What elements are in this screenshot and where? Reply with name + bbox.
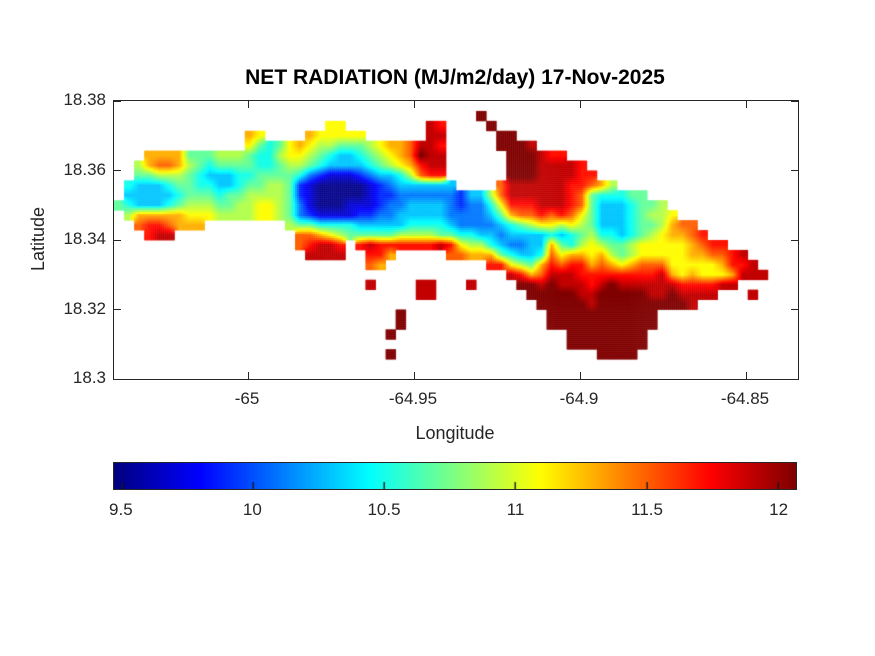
- x-tick-mark: [247, 101, 249, 108]
- x-tick-mark: [745, 101, 747, 108]
- y-tick-mark: [114, 170, 121, 171]
- x-tick-mark: [745, 372, 747, 379]
- colorbar-tick-label: 10.5: [367, 500, 401, 519]
- y-tick-mark: [791, 239, 798, 241]
- x-tick-label: -65: [234, 389, 260, 408]
- x-tick-mark: [247, 372, 249, 379]
- y-tick-label: 18.32: [63, 298, 106, 318]
- y-tick-mark: [114, 239, 121, 241]
- y-tick-mark: [791, 100, 798, 102]
- y-tick-mark: [114, 378, 121, 380]
- x-tick-mark: [413, 101, 415, 108]
- y-tick-mark: [791, 170, 798, 171]
- y-tick-label: 18.36: [63, 159, 106, 179]
- plot-title: NET RADIATION (MJ/m2/day) 17-Nov-2025: [245, 66, 665, 89]
- y-tick-mark: [114, 309, 121, 310]
- colorbar-gradient-canvas: [114, 463, 796, 489]
- x-tick-mark: [413, 372, 415, 379]
- colorbar-tick-label: 10: [242, 500, 262, 519]
- x-tick-label: -64.95: [388, 389, 438, 408]
- colorbar-tick-label: 11.5: [631, 500, 663, 519]
- y-tick-label: 18.34: [63, 229, 106, 248]
- x-tick-mark: [579, 101, 581, 108]
- y-tick-mark: [791, 378, 798, 380]
- y-tick-label: 18.3: [72, 368, 106, 387]
- axes-box: [113, 100, 799, 380]
- island-heatmap-canvas: [114, 101, 798, 379]
- y-tick-mark: [791, 309, 798, 310]
- x-tick-mark: [579, 372, 581, 379]
- y-tick-label: 18.38: [63, 90, 106, 109]
- colorbar-tick-label: 9.5: [109, 500, 133, 519]
- x-tick-label: -64.9: [559, 389, 599, 408]
- y-tick-mark: [114, 100, 121, 102]
- x-axis-label: Longitude: [415, 423, 495, 443]
- colorbar-tick-label: 12: [769, 500, 789, 519]
- colorbar: [113, 462, 797, 490]
- colorbar-tick-label: 11: [506, 500, 525, 519]
- x-tick-label: -64.85: [720, 389, 770, 408]
